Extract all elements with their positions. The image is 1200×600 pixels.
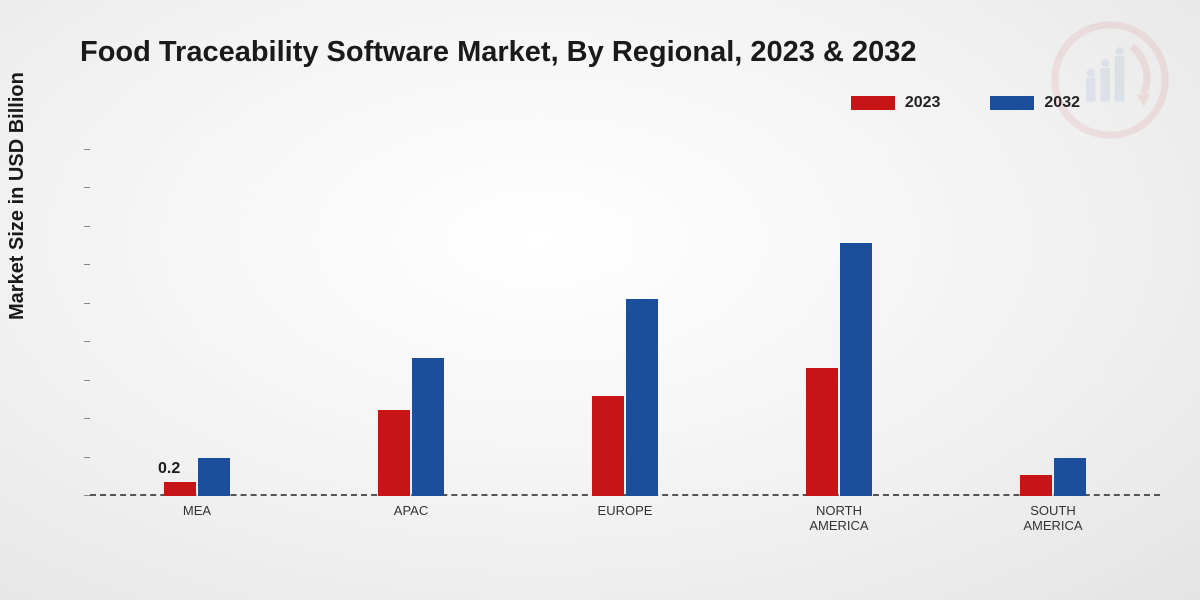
bar-2023 xyxy=(1020,475,1052,496)
bar-group xyxy=(1020,150,1086,496)
legend-item-2023: 2023 xyxy=(851,94,941,112)
x-axis-label: EUROPE xyxy=(565,500,685,540)
x-axis-label: APAC xyxy=(351,500,471,540)
bar-2023 xyxy=(806,368,838,496)
x-labels: MEA APAC EUROPE NORTHAMERICA SOUTHAMERICA xyxy=(90,500,1160,540)
legend-label-2023: 2023 xyxy=(905,94,941,112)
bar-2032 xyxy=(626,299,658,496)
bar-2032 xyxy=(412,358,444,496)
chart-title: Food Traceability Software Market, By Re… xyxy=(80,36,916,69)
bar-2032 xyxy=(198,458,230,496)
bar-2032 xyxy=(1054,458,1086,496)
x-axis-label: NORTHAMERICA xyxy=(779,500,899,540)
chart-area: 0.2 MEA APAC EUROPE NORTHAMERICA SOUTHAMERIC… xyxy=(90,150,1160,540)
x-axis-label: SOUTHAMERICA xyxy=(993,500,1113,540)
bar-groups: 0.2 xyxy=(90,150,1160,496)
legend-swatch-2032 xyxy=(990,96,1034,110)
bar-group xyxy=(378,150,444,496)
bar-group xyxy=(806,150,872,496)
bar-value-label: 0.2 xyxy=(158,460,180,478)
bar-group xyxy=(592,150,658,496)
legend-label-2032: 2032 xyxy=(1044,94,1080,112)
legend-item-2032: 2032 xyxy=(990,94,1080,112)
legend-swatch-2023 xyxy=(851,96,895,110)
bar-2023 xyxy=(378,410,410,497)
watermark-logo xyxy=(1050,20,1170,140)
bar-2023 xyxy=(592,396,624,496)
legend: 2023 2032 xyxy=(851,94,1080,112)
y-axis-label: Market Size in USD Billion xyxy=(6,72,29,320)
x-axis-label: MEA xyxy=(137,500,257,540)
bar-group: 0.2 xyxy=(164,150,230,496)
bar-2023 xyxy=(164,482,196,496)
bar-2032 xyxy=(840,243,872,496)
